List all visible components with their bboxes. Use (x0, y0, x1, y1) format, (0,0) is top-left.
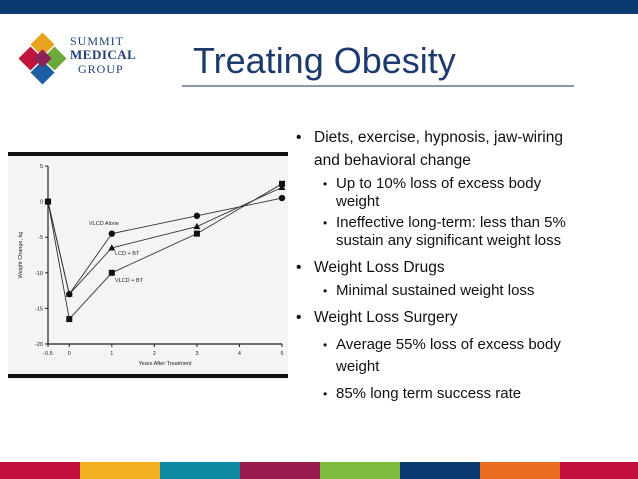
data-point-vlcd-bt (66, 316, 73, 323)
subbullet-text: weight (336, 193, 380, 210)
bullet-dot-icon: • (323, 216, 328, 230)
summit-logo-mark (18, 32, 67, 85)
subbullet-excess-weight: • Up to 10% loss of excess body weight (288, 175, 632, 211)
x-tick-label: 3 (195, 351, 198, 357)
subbullet-minimal: • Minimal sustained weight loss (288, 282, 632, 300)
footer-color-segment (80, 462, 160, 479)
footer-color-segment (400, 462, 480, 479)
x-tick-label: 1 (110, 351, 113, 357)
subbullet-text: Up to 10% loss of excess body (336, 175, 542, 192)
data-point-vlcd-bt (108, 269, 115, 276)
subbullet-average: • Average 55% loss of excess body weight (288, 334, 632, 378)
data-point-vlcd-alone (278, 194, 286, 202)
bullet-dot-icon: • (323, 177, 328, 191)
y-tick-label: 5 (40, 164, 43, 170)
bullet-dot-icon: • (323, 338, 328, 352)
subbullet-text: weight (336, 358, 380, 375)
y-tick-label: -10 (35, 271, 43, 277)
footer-color-segment (320, 462, 400, 479)
title-underline (182, 85, 574, 87)
bullet-dot-icon: • (323, 387, 328, 401)
y-tick-label: -5 (38, 235, 43, 241)
footer-color-segment (560, 462, 638, 479)
subbullet-success-rate: • 85% long term success rate (288, 383, 632, 405)
subbullet-text: Ineffective long-term: less than 5% (336, 214, 566, 231)
data-point-vlcd-alone (108, 230, 116, 237)
data-point-vlcd-bt (45, 198, 51, 205)
footer-color-segment (160, 462, 240, 479)
subbullet-text: 85% long term success rate (336, 385, 522, 402)
bullet-diets: • Diets, exercise, hypnosis, jaw-wiring … (288, 126, 632, 172)
x-tick-label: 5 (280, 351, 283, 357)
x-tick-label: 0 (68, 351, 71, 357)
data-point-lcd-bt (278, 183, 286, 190)
data-point-vlcd-bt (279, 180, 285, 187)
series-label-lcd-bt: LCD + BT (115, 251, 140, 257)
subbullet-text: Average 55% loss of excess body (336, 336, 561, 353)
footer-color-bar (0, 462, 638, 479)
bullet-text: Weight Loss Surgery (314, 309, 458, 326)
y-tick-label: 0 (40, 200, 43, 206)
bullet-dot-icon: • (323, 284, 328, 298)
bullet-text: and behavioral change (314, 152, 471, 169)
x-tick-label: -0.5 (43, 351, 52, 357)
y-tick-label: -20 (35, 342, 43, 348)
bullet-text: Diets, exercise, hypnosis, jaw-wiring (314, 129, 563, 146)
bullet-text: Weight Loss Drugs (314, 259, 445, 276)
bullet-drugs: • Weight Loss Drugs (288, 256, 632, 279)
footer-color-segment (480, 462, 560, 479)
footer-color-segment (240, 462, 320, 479)
chart-scan-background (8, 152, 288, 380)
slide-title: Treating Obesity (193, 40, 456, 81)
data-point-vlcd-bt (193, 230, 200, 237)
x-tick-label: 4 (238, 351, 241, 357)
logo-line-3: GROUP (78, 62, 124, 76)
series-label-vlcd-bt: VLCD + BT (115, 278, 144, 284)
bullet-dot-icon: • (296, 129, 302, 146)
bullet-dot-icon: • (296, 259, 302, 276)
data-point-lcd-bt (108, 244, 116, 251)
bullet-dot-icon: • (296, 309, 302, 326)
data-point-lcd-bt (193, 222, 201, 230)
y-axis-label: Weight Change, kg (18, 232, 24, 279)
data-point-vlcd-alone (193, 212, 201, 220)
bullet-list: • Diets, exercise, hypnosis, jaw-wiring … (288, 126, 632, 405)
x-tick-label: 2 (153, 351, 156, 357)
y-tick-label: -15 (35, 306, 43, 312)
subbullet-text: sustain any significant weight loss (336, 232, 562, 249)
x-axis-label: Years After Treatment (139, 361, 192, 367)
logo-line-2: MEDICAL (70, 47, 137, 62)
series-label-vlcd-alone: VLCD Alone (89, 221, 119, 227)
footer-color-segment (0, 462, 80, 479)
subbullet-text: Minimal sustained weight loss (336, 282, 535, 299)
data-point-lcd-bt (65, 290, 73, 297)
logo-wordmark: SUMMIT MEDICAL GROUP (70, 34, 136, 76)
top-accent-bar (0, 0, 638, 14)
logo-line-1: SUMMIT (70, 34, 125, 48)
bullet-surgery: • Weight Loss Surgery (288, 306, 632, 329)
weight-change-chart: -0.5 0 1 2 3 4 5 5 0 -5 -10 -15 -20 VLCD Alone LCD +… (8, 152, 288, 380)
subbullet-ineffective: • Ineffective long-term: less than 5% su… (288, 214, 632, 250)
